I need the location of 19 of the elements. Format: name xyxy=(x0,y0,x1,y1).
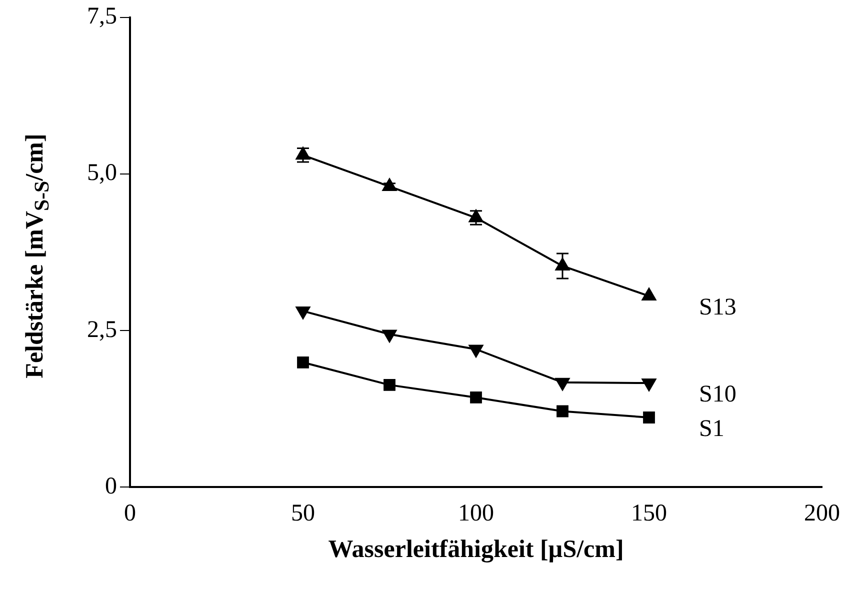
x-tick-label: 150 xyxy=(631,500,667,527)
series-label: S10 xyxy=(699,381,736,408)
y-tick-label: 2,5 xyxy=(87,316,117,343)
point xyxy=(470,392,482,404)
x-tick-label: 0 xyxy=(124,500,136,527)
point xyxy=(643,412,655,424)
point xyxy=(384,378,396,391)
x-tick-label: 50 xyxy=(291,500,315,527)
y-tick-label: 0 xyxy=(105,473,117,500)
point xyxy=(642,288,656,301)
x-axis-title: Wasserleitfähigkeit [µS/cm] xyxy=(327,536,625,564)
series-label: S1 xyxy=(699,416,724,442)
y-tick-label: 7,5 xyxy=(87,4,117,30)
point xyxy=(556,405,568,418)
series-label: S13 xyxy=(699,294,736,320)
y-tick-label: 5,0 xyxy=(87,160,117,186)
x-tick-label: 100 xyxy=(458,500,494,527)
x-tick-label: 200 xyxy=(804,500,840,527)
point xyxy=(297,356,309,368)
